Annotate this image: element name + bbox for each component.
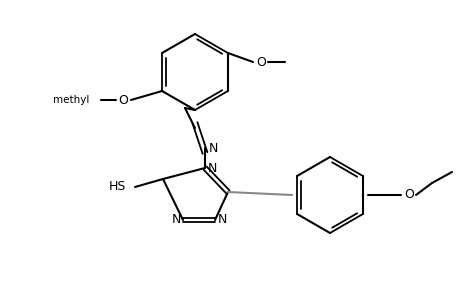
Text: HS: HS xyxy=(108,181,126,194)
Text: O: O xyxy=(403,188,413,202)
Text: methyl: methyl xyxy=(52,95,89,105)
Text: N: N xyxy=(217,214,226,226)
Text: N: N xyxy=(207,161,216,175)
Text: O: O xyxy=(118,94,128,106)
Text: O: O xyxy=(256,56,265,68)
Text: N: N xyxy=(171,214,180,226)
Text: N: N xyxy=(208,142,217,154)
